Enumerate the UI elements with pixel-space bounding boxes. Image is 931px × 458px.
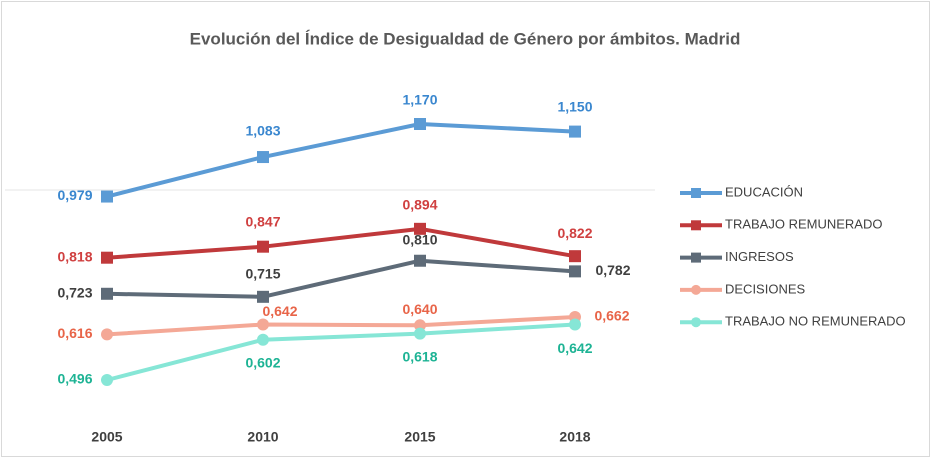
data-label: 1,170: [402, 92, 437, 108]
x-tick-label: 2005: [91, 429, 122, 445]
legend-marker: [691, 284, 701, 295]
x-tick-label: 2010: [247, 429, 278, 445]
point: [569, 265, 581, 278]
data-label: 0,640: [402, 301, 437, 317]
point: [257, 151, 269, 164]
point: [101, 190, 113, 203]
data-label: 0,822: [557, 225, 592, 241]
point: [257, 333, 269, 346]
data-label: 0,782: [595, 262, 630, 278]
data-label: 1,083: [245, 123, 280, 139]
data-label: 0,818: [57, 248, 92, 264]
series-line: [106, 314, 576, 337]
legend-marker: [691, 188, 701, 198]
series-line: [106, 258, 576, 299]
point: [257, 290, 269, 303]
data-label: 0,847: [245, 213, 280, 229]
data-label: 0,642: [262, 303, 297, 319]
point: [414, 118, 426, 130]
legend-label: INGRESOS: [725, 249, 794, 264]
legend-marker: [691, 252, 701, 263]
legend-marker: [691, 220, 701, 231]
point: [257, 240, 269, 253]
data-label: 0,894: [402, 197, 437, 213]
point: [414, 254, 426, 267]
data-label: 0,496: [57, 371, 92, 387]
legend-label: TRABAJO REMUNERADO: [725, 217, 882, 232]
x-tick-label: 2018: [559, 429, 590, 445]
point: [257, 318, 269, 331]
point: [101, 287, 113, 300]
point: [414, 319, 426, 332]
data-label: 0,642: [557, 340, 592, 356]
point: [569, 250, 581, 263]
legend-label: EDUCACIÓN: [725, 184, 803, 199]
point: [569, 318, 581, 331]
point: [414, 222, 426, 235]
data-label: 0,810: [402, 231, 437, 247]
series-line: [106, 122, 576, 199]
data-label: 0,616: [57, 325, 92, 341]
data-label: 0,715: [245, 266, 280, 282]
chart-title: Evolución del Índice de Desigualdad de G…: [190, 29, 741, 48]
data-label: 0,602: [245, 354, 280, 370]
data-label: 1,150: [557, 98, 592, 114]
data-label: 0,662: [594, 308, 629, 324]
data-label: 0,723: [57, 284, 92, 300]
legend-label: TRABAJO NO REMUNERADO: [725, 314, 906, 329]
point: [101, 251, 113, 264]
series-line: [106, 226, 576, 260]
x-tick-label: 2015: [404, 429, 435, 445]
series-line: [106, 322, 576, 382]
data-label: 0,618: [402, 348, 437, 364]
point: [101, 328, 113, 341]
point: [414, 327, 426, 340]
legend-marker: [691, 317, 701, 328]
legend-label: DECISIONES: [725, 281, 806, 296]
point: [101, 374, 113, 386]
point: [569, 125, 581, 138]
data-label: 0,979: [57, 187, 92, 203]
